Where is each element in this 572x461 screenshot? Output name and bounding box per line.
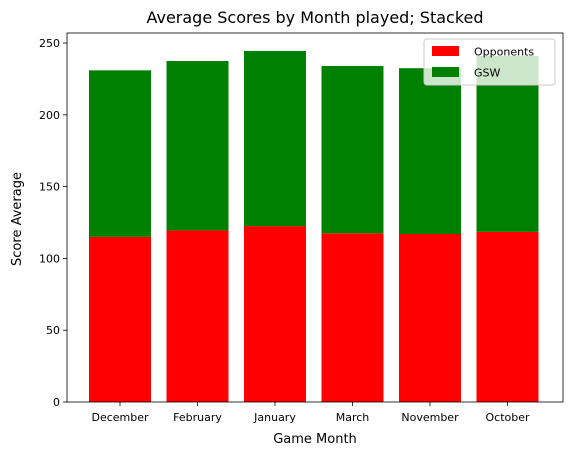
bars-layer bbox=[89, 50, 539, 402]
bar-gsw-february bbox=[166, 61, 229, 231]
legend-label-gsw: GSW bbox=[474, 67, 501, 80]
plot-frame bbox=[66, 32, 564, 403]
y-tick-label: 50 bbox=[46, 324, 60, 337]
bar-gsw-november bbox=[399, 68, 461, 235]
chart-title: Average Scores by Month played; Stacked bbox=[146, 8, 483, 27]
bar-gsw-march bbox=[321, 66, 384, 234]
x-tick-label: December bbox=[91, 411, 149, 424]
x-tick-label: January bbox=[253, 411, 296, 424]
x-tick-label: February bbox=[173, 411, 222, 424]
x-tick-label: November bbox=[401, 411, 459, 424]
y-axis-label: Score Average bbox=[10, 172, 25, 266]
bar-opponents-march bbox=[321, 233, 384, 402]
y-tick-label: 100 bbox=[39, 252, 60, 265]
y-tick-label: 150 bbox=[39, 181, 60, 194]
bar-opponents-october bbox=[476, 231, 539, 402]
y-tick-label: 200 bbox=[39, 109, 60, 122]
y-tick-label: 250 bbox=[39, 37, 60, 50]
bar-gsw-december bbox=[89, 70, 151, 237]
legend-swatch-opponents bbox=[432, 46, 459, 56]
bar-opponents-february bbox=[166, 230, 229, 402]
legend-swatch-gsw bbox=[432, 67, 459, 77]
legend: Opponents GSW bbox=[423, 38, 556, 86]
y-tick-label: 0 bbox=[53, 396, 60, 409]
legend-label-opponents: Opponents bbox=[474, 46, 534, 59]
x-tick-label: March bbox=[336, 411, 370, 424]
x-tick-label: October bbox=[485, 411, 529, 424]
bar-opponents-november bbox=[399, 234, 461, 402]
bar-opponents-december bbox=[89, 236, 151, 402]
x-axis-label: Game Month bbox=[273, 432, 357, 447]
bar-opponents-january bbox=[244, 226, 306, 402]
bar-gsw-january bbox=[244, 50, 306, 227]
axes-layer: December February January March November Octo… bbox=[39, 32, 564, 424]
